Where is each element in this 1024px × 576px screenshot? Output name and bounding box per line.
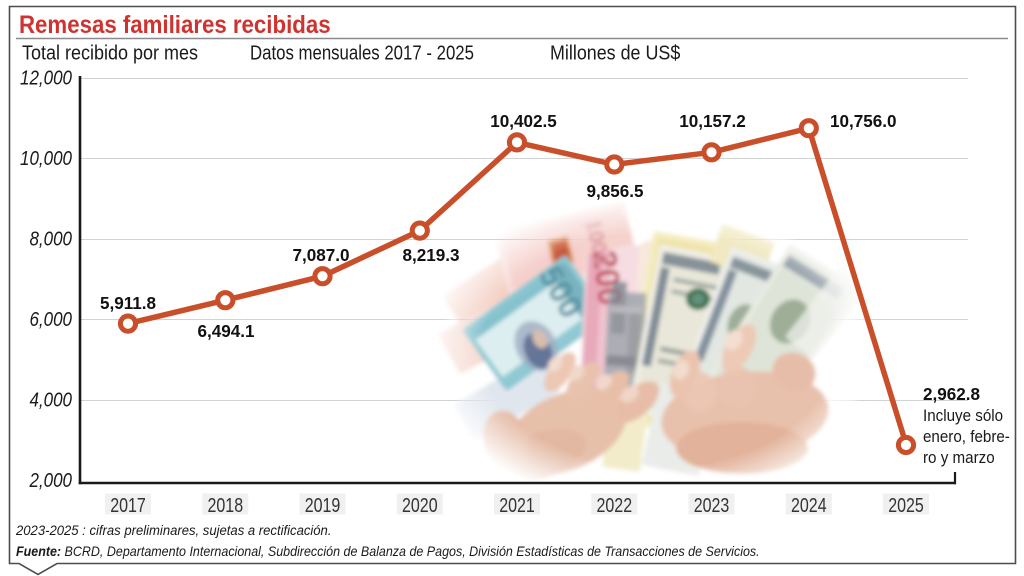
svg-text:2018: 2018 [207, 494, 243, 516]
svg-text:8,000: 8,000 [29, 227, 72, 250]
svg-text:5,911.8: 5,911.8 [100, 293, 156, 314]
svg-text:10,756.0: 10,756.0 [830, 111, 897, 132]
svg-text:6,494.1: 6,494.1 [197, 321, 254, 342]
svg-text:2017: 2017 [110, 494, 146, 516]
svg-text:10,157.2: 10,157.2 [679, 111, 746, 132]
svg-text:2,000: 2,000 [29, 469, 73, 492]
svg-text:10,000: 10,000 [20, 147, 73, 170]
svg-text:8,219.3: 8,219.3 [402, 245, 459, 266]
svg-text:2023: 2023 [694, 494, 730, 516]
svg-text:enero, febre-: enero, febre- [923, 428, 1010, 446]
svg-text:2025: 2025 [888, 494, 924, 516]
svg-text:Remesas familiares recibidas: Remesas familiares recibidas [19, 12, 331, 39]
svg-text:7,087.0: 7,087.0 [292, 245, 349, 266]
svg-text:2020: 2020 [402, 494, 438, 516]
svg-text:2019: 2019 [305, 494, 341, 516]
svg-text:ro y marzo: ro y marzo [923, 449, 995, 467]
svg-text:6,000: 6,000 [29, 308, 72, 331]
svg-text:2023-2025 : cifras preliminare: 2023-2025 : cifras preliminares, sujetas… [15, 523, 331, 538]
svg-text:2022: 2022 [596, 494, 632, 516]
svg-text:Total recibido por mes: Total recibido por mes [22, 43, 198, 65]
svg-text:2021: 2021 [499, 494, 535, 516]
svg-text:2024: 2024 [791, 494, 827, 516]
svg-text:Millones de US$: Millones de US$ [550, 43, 681, 65]
svg-text:Fuente: BCRD, Departamento Int: Fuente: BCRD, Departamento Internacional… [16, 544, 760, 560]
svg-text:Datos mensuales 2017 - 2025: Datos mensuales 2017 - 2025 [250, 41, 474, 64]
svg-text:10,402.5: 10,402.5 [490, 111, 557, 132]
svg-text:2,962.8: 2,962.8 [923, 384, 980, 405]
svg-text:12,000: 12,000 [20, 66, 73, 89]
svg-text:9,856.5: 9,856.5 [586, 181, 643, 202]
svg-text:Incluye sólo: Incluye sólo [923, 407, 1003, 425]
svg-text:4,000: 4,000 [29, 388, 72, 411]
